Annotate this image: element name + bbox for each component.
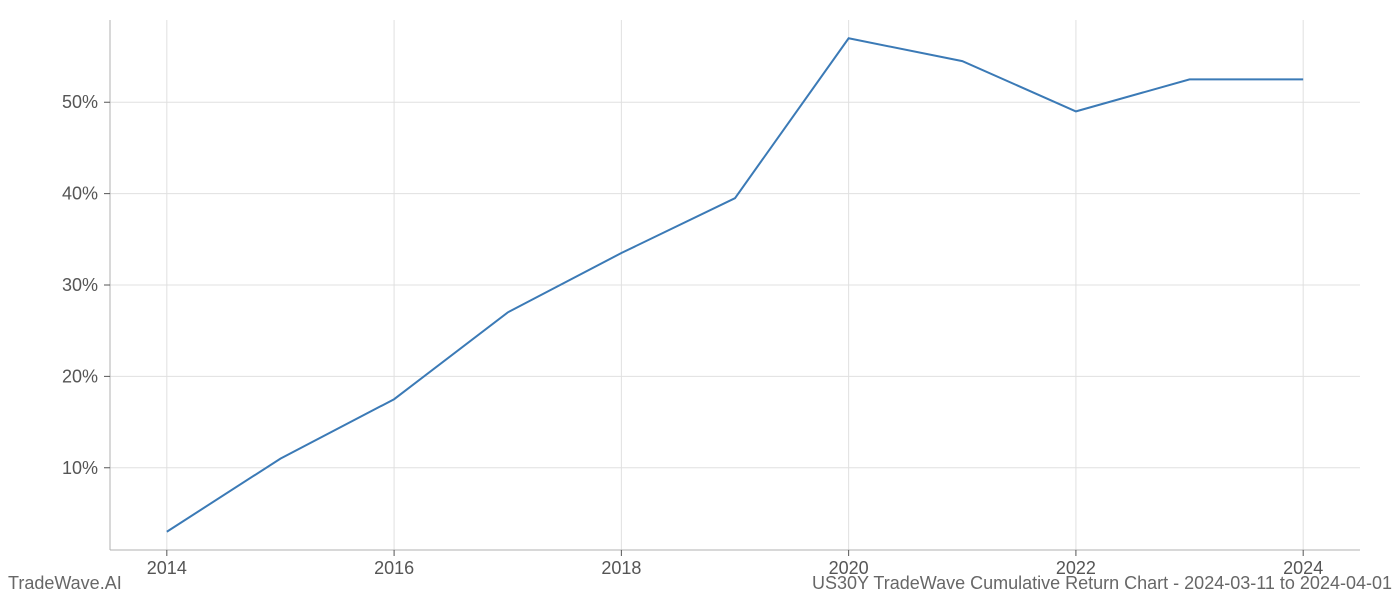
- x-tick-label: 2016: [374, 558, 414, 578]
- x-tick-label: 2014: [147, 558, 187, 578]
- chart-container: 20142016201820202022202410%20%30%40%50%: [110, 20, 1360, 550]
- y-tick-label: 20%: [62, 366, 98, 386]
- y-tick-label: 50%: [62, 92, 98, 112]
- footer-right-label: US30Y TradeWave Cumulative Return Chart …: [812, 573, 1392, 594]
- y-tick-label: 10%: [62, 458, 98, 478]
- line-chart: 20142016201820202022202410%20%30%40%50%: [110, 20, 1360, 550]
- y-tick-label: 30%: [62, 275, 98, 295]
- footer-left-label: TradeWave.AI: [8, 573, 122, 594]
- x-tick-label: 2018: [601, 558, 641, 578]
- y-tick-label: 40%: [62, 184, 98, 204]
